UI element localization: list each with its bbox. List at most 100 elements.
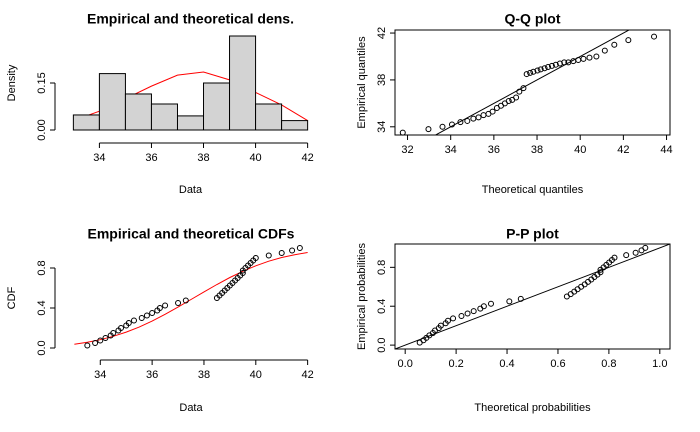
y-tick-label: 0.0 — [36, 340, 48, 355]
histogram-bar — [203, 82, 231, 131]
y-axis-label: Density — [6, 64, 18, 101]
point — [561, 59, 568, 66]
point — [182, 297, 189, 304]
x-tick-label: 36 — [488, 144, 500, 156]
point — [399, 129, 406, 136]
histogram-bar — [150, 103, 178, 131]
point — [437, 322, 444, 329]
point — [162, 302, 169, 309]
x-tick-label: 40 — [249, 152, 261, 164]
x-tick-label: 32 — [401, 144, 413, 156]
point — [84, 342, 91, 349]
point — [464, 310, 471, 317]
point — [477, 305, 484, 312]
x-tick-label: 36 — [146, 369, 158, 381]
reference-line — [395, 244, 670, 349]
point — [487, 300, 494, 307]
histogram-bar — [176, 115, 205, 131]
point — [505, 98, 512, 105]
y-axis-label: CDF — [6, 286, 18, 309]
x-tick-label: 38 — [531, 144, 543, 156]
x-tick-label: 0.2 — [448, 358, 463, 370]
point — [138, 315, 145, 321]
histogram-bar — [124, 93, 152, 131]
point — [601, 47, 608, 54]
point — [580, 55, 587, 62]
point — [97, 337, 104, 344]
point — [545, 64, 552, 71]
point — [444, 317, 451, 324]
point — [458, 312, 465, 319]
point — [130, 317, 137, 324]
x-axis-label: Theoretical quantiles — [482, 184, 584, 196]
panel: Q-Q plot Theoretical quantiles Empirical q… — [356, 11, 673, 196]
point — [611, 254, 618, 261]
point — [475, 114, 482, 121]
y-tick-label: 38 — [376, 74, 388, 86]
x-tick-label: 34 — [93, 152, 105, 164]
histogram-bar — [98, 73, 126, 131]
reference-line — [434, 30, 631, 135]
y-tick-label: 0.8 — [36, 260, 48, 275]
point — [597, 269, 604, 276]
y-tick-label: 0.8 — [376, 260, 388, 275]
point — [425, 126, 432, 133]
y-axis-label: Empirical probabilities — [356, 243, 368, 350]
point — [149, 310, 156, 316]
panel-title: Q-Q plot — [505, 11, 561, 27]
x-tick-label: 38 — [197, 152, 209, 164]
point — [575, 57, 582, 63]
y-tick-label: 0.15 — [36, 72, 48, 93]
point — [265, 252, 272, 259]
point — [448, 121, 455, 128]
point — [480, 303, 487, 310]
point — [623, 252, 630, 259]
point — [552, 61, 559, 68]
point — [470, 115, 477, 122]
point — [506, 298, 513, 305]
plot-area — [434, 30, 631, 135]
point — [464, 117, 471, 124]
point — [593, 53, 600, 60]
x-tick-label: 0.8 — [601, 358, 616, 370]
x-tick-label: 42 — [302, 152, 314, 164]
x-tick-label: 1.0 — [652, 358, 667, 370]
panel-title: P-P plot — [506, 226, 559, 242]
histogram-bar — [229, 35, 257, 131]
y-tick-label: 0.0 — [376, 337, 388, 352]
point — [651, 33, 658, 40]
x-tick-label: 44 — [660, 144, 672, 156]
point — [450, 315, 457, 322]
point — [289, 247, 296, 254]
x-axis-label: Theoretical probabilities — [474, 402, 591, 414]
panel-title: Empirical and theoretical CDFs — [88, 226, 295, 242]
point — [513, 94, 520, 101]
point — [470, 308, 477, 315]
x-axis-label: Data — [179, 184, 203, 196]
plot-frame — [394, 243, 671, 350]
point — [520, 85, 527, 92]
point — [118, 325, 125, 331]
y-tick-label: 0.4 — [376, 299, 388, 314]
point — [278, 250, 285, 256]
point — [110, 330, 117, 336]
x-tick-label: 42 — [617, 144, 629, 156]
x-axis-label: Data — [179, 402, 203, 414]
point — [534, 67, 541, 74]
panel: P-P plot Theoretical probabilities Empiric… — [356, 226, 671, 414]
point — [252, 255, 259, 261]
fitted-curve — [74, 252, 308, 345]
point — [489, 108, 496, 115]
x-tick-label: 0.0 — [398, 358, 413, 370]
point — [143, 312, 150, 319]
point — [642, 244, 649, 251]
point — [296, 245, 303, 251]
point — [102, 335, 109, 341]
plot-frame — [394, 29, 671, 136]
panel: Empirical and theoretical CDFs Data CDF 34 3… — [6, 226, 314, 414]
x-tick-label: 34 — [445, 144, 457, 156]
point — [239, 270, 246, 276]
point — [530, 68, 537, 75]
point — [439, 123, 446, 130]
point — [611, 41, 618, 48]
